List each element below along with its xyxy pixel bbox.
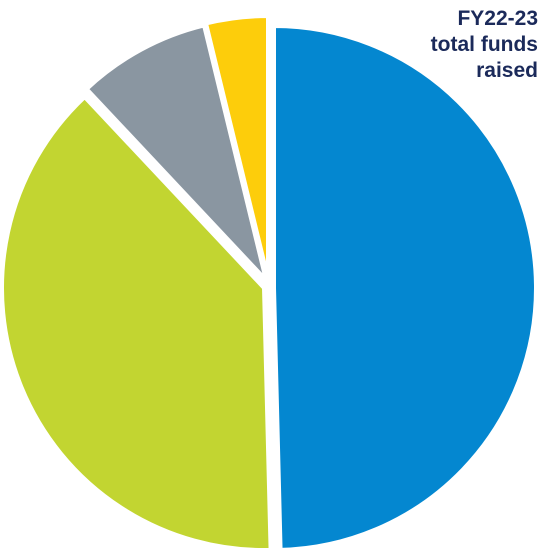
pie-slice-2 xyxy=(0,95,273,552)
chart-title-line-3: raised xyxy=(476,59,538,82)
chart-title-line-1: FY22-23 xyxy=(457,7,538,30)
chart-title-line-2: total funds xyxy=(430,33,538,56)
chart-title: FY22-23 total funds raised xyxy=(368,6,538,84)
pie-slice-1 xyxy=(272,24,538,552)
pie-slice-3 xyxy=(84,23,268,282)
pie-slice-4 xyxy=(204,14,270,280)
